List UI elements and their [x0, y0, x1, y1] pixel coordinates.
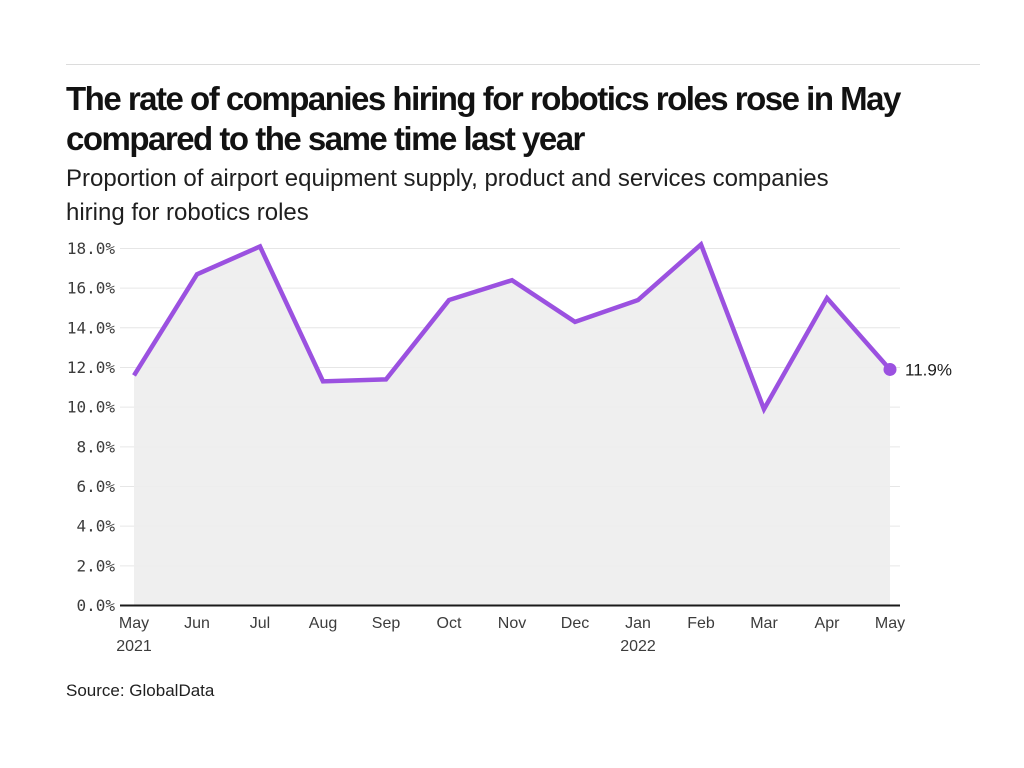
end-point-marker	[883, 362, 897, 376]
y-tick-label: 16.0%	[67, 279, 116, 298]
x-tick-label: Jul	[250, 615, 270, 632]
x-tick-label: May	[875, 615, 905, 632]
x-tick-label: Oct	[437, 615, 462, 632]
x-tick-label: Aug	[309, 615, 337, 632]
y-tick-label: 18.0%	[67, 239, 116, 258]
x-tick-label: Dec	[561, 615, 589, 632]
area-fill	[134, 244, 890, 606]
x-tick-label: Jun	[184, 615, 210, 632]
chart-title: The rate of companies hiring for robotic…	[66, 80, 901, 157]
x-tick-label: Mar	[750, 615, 778, 632]
source-note: Source: GlobalData	[66, 681, 215, 700]
y-tick-label: 2.0%	[76, 556, 115, 575]
x-tick-label: Nov	[498, 615, 526, 632]
x-year-label: 2021	[116, 638, 152, 655]
x-year-label: 2022	[620, 638, 656, 655]
data-line	[132, 240, 892, 415]
x-tick-label: Apr	[815, 615, 841, 632]
end-value-label: 11.9%	[905, 360, 952, 379]
y-tick-label: 10.0%	[67, 398, 116, 417]
top-divider	[66, 64, 980, 65]
y-tick-label: 8.0%	[76, 437, 115, 456]
x-tick-label: Feb	[687, 615, 715, 632]
y-tick-label: 14.0%	[67, 318, 116, 337]
x-tick-label: May	[119, 615, 149, 632]
x-tick-label: Jan	[625, 615, 651, 632]
chart-subtitle: Proportion of airport equipment supply, …	[66, 165, 829, 226]
y-tick-label: 0.0%	[76, 596, 115, 615]
y-tick-label: 4.0%	[76, 517, 115, 536]
y-tick-label: 6.0%	[76, 477, 115, 496]
y-tick-label: 12.0%	[67, 358, 116, 377]
x-tick-label: Sep	[372, 615, 401, 632]
